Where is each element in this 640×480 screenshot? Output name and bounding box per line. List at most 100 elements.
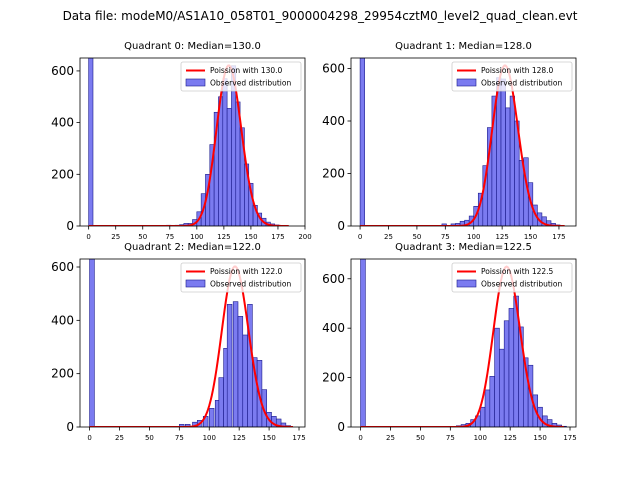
histogram-bar	[360, 259, 366, 427]
x-tick-label: 25	[111, 233, 120, 241]
histogram-bar	[88, 58, 94, 226]
x-tick-label: 125	[503, 434, 516, 442]
histogram-bar	[505, 107, 511, 226]
legend-bar-swatch	[456, 279, 477, 288]
y-tick-label: 200	[51, 167, 74, 181]
y-tick-label: 600	[322, 62, 345, 76]
x-tick-label: 50	[138, 233, 147, 241]
histogram-bar	[494, 327, 500, 427]
histogram-bar	[218, 377, 224, 427]
histogram-bar	[359, 58, 365, 226]
panel-title: Quadrant 2: Median=122.0	[124, 242, 261, 253]
y-tick-label: 600	[51, 64, 74, 78]
histogram-bar	[518, 160, 525, 226]
histogram-bar	[484, 389, 491, 427]
legend-box	[180, 61, 302, 92]
x-tick-label: 150	[262, 434, 275, 442]
x-tick-label: 75	[441, 233, 450, 241]
histogram-bar	[226, 304, 233, 427]
legend-observed-label: Observed distribution	[210, 280, 291, 289]
legend-bar-swatch	[185, 279, 206, 288]
x-tick-label: 75	[446, 434, 455, 442]
x-tick-label: 75	[175, 434, 184, 442]
legend-box	[451, 262, 573, 293]
x-tick-label: 0	[87, 434, 91, 442]
legend-observed-label: Observed distribution	[481, 79, 562, 88]
legend: Poission with 122.5 Observed distribution	[451, 262, 573, 293]
panel-title: Quadrant 1: Median=128.0	[395, 41, 532, 52]
legend-box	[180, 262, 302, 293]
y-tick-label: 400	[322, 114, 345, 128]
x-tick-label: 125	[495, 233, 508, 241]
x-tick-label: 50	[145, 434, 154, 442]
legend-poisson-label: Poission with 130.0	[210, 66, 283, 75]
histogram-bar	[509, 95, 515, 226]
x-tick-label: 75	[165, 233, 174, 241]
y-tick-label: 400	[51, 313, 74, 327]
y-tick-label: 200	[51, 367, 74, 381]
legend-box	[451, 61, 573, 92]
quadrant-panel-1: Quadrant 1: Median=128.0 0 200 400 600 0 25 50 7…	[322, 41, 577, 241]
x-tick-label: 25	[115, 434, 124, 442]
y-tick-label: 400	[322, 321, 345, 335]
x-tick-label: 100	[474, 434, 487, 442]
y-tick-label: 200	[322, 167, 345, 181]
axes-frame	[350, 57, 577, 227]
histogram-bar	[508, 308, 515, 427]
histogram-bar	[226, 108, 232, 226]
histogram-bar	[232, 301, 239, 427]
histogram-bar	[280, 422, 287, 427]
legend: Poission with 128.0 Observed distribution	[451, 61, 573, 92]
y-tick-label: 400	[51, 116, 74, 130]
panel-title: Quadrant 0: Median=130.0	[124, 41, 261, 52]
histogram-bar	[89, 259, 95, 427]
y-tick-label: 600	[322, 272, 345, 286]
histogram-bar	[208, 408, 215, 427]
legend-observed-label: Observed distribution	[481, 280, 562, 289]
quadrant-panel-2: Quadrant 2: Median=122.0 0 200 400 600 0 25 50 7…	[51, 242, 306, 442]
x-tick-label: 150	[533, 434, 546, 442]
histogram-bar	[489, 376, 495, 427]
histogram-bar	[500, 78, 506, 226]
x-tick-label: 125	[232, 434, 245, 442]
axes-frame	[350, 258, 577, 428]
x-tick-label: 0	[86, 233, 90, 241]
histogram-bar	[248, 183, 254, 226]
x-tick-label: 25	[386, 434, 395, 442]
legend: Poission with 122.0 Observed distribution	[180, 262, 302, 293]
histogram-bar	[499, 348, 505, 427]
x-tick-label: 175	[563, 434, 576, 442]
histogram-bar	[185, 424, 191, 427]
histogram-bar	[237, 316, 244, 427]
legend: Poission with 130.0 Observed distribution	[180, 61, 302, 92]
x-tick-label: 100	[467, 233, 480, 241]
figure-suptitle: Data file: modeM0/AS1A10_058T01_90000042…	[63, 9, 578, 23]
poisson-curve	[88, 64, 289, 226]
y-tick-label: 0	[66, 219, 74, 233]
x-tick-label: 125	[217, 233, 230, 241]
quadrant-panel-3: Quadrant 3: Median=122.5 0 200 400 600 0 25 50 7…	[322, 242, 577, 442]
x-tick-label: 150	[524, 233, 537, 241]
quadrant-panel-0: Quadrant 0: Median=130.0 0 200 400 600 0 25 50 7…	[51, 41, 312, 241]
legend-bar-swatch	[456, 78, 477, 87]
x-tick-label: 175	[271, 233, 284, 241]
x-tick-label: 25	[384, 233, 393, 241]
histogram-bar	[179, 424, 185, 427]
histogram-bar	[242, 334, 248, 427]
legend-poisson-label: Poission with 122.0	[210, 267, 283, 276]
histogram-bar	[222, 78, 228, 226]
x-tick-label: 50	[412, 233, 421, 241]
y-tick-label: 200	[322, 371, 345, 385]
x-tick-label: 50	[416, 434, 425, 442]
legend-bar-swatch	[185, 78, 206, 87]
histogram-bar	[503, 320, 510, 427]
axes-frame	[79, 57, 306, 227]
legend-poisson-label: Poission with 122.5	[481, 267, 554, 276]
panel-title: Quadrant 3: Median=122.5	[395, 242, 532, 253]
x-tick-label: 175	[292, 434, 305, 442]
histogram-panels: Quadrant 0: Median=130.0 0 200 400 600 0 25 50 7…	[51, 41, 577, 442]
y-tick-label: 0	[337, 219, 345, 233]
x-tick-label: 0	[358, 233, 362, 241]
x-tick-label: 200	[298, 233, 311, 241]
